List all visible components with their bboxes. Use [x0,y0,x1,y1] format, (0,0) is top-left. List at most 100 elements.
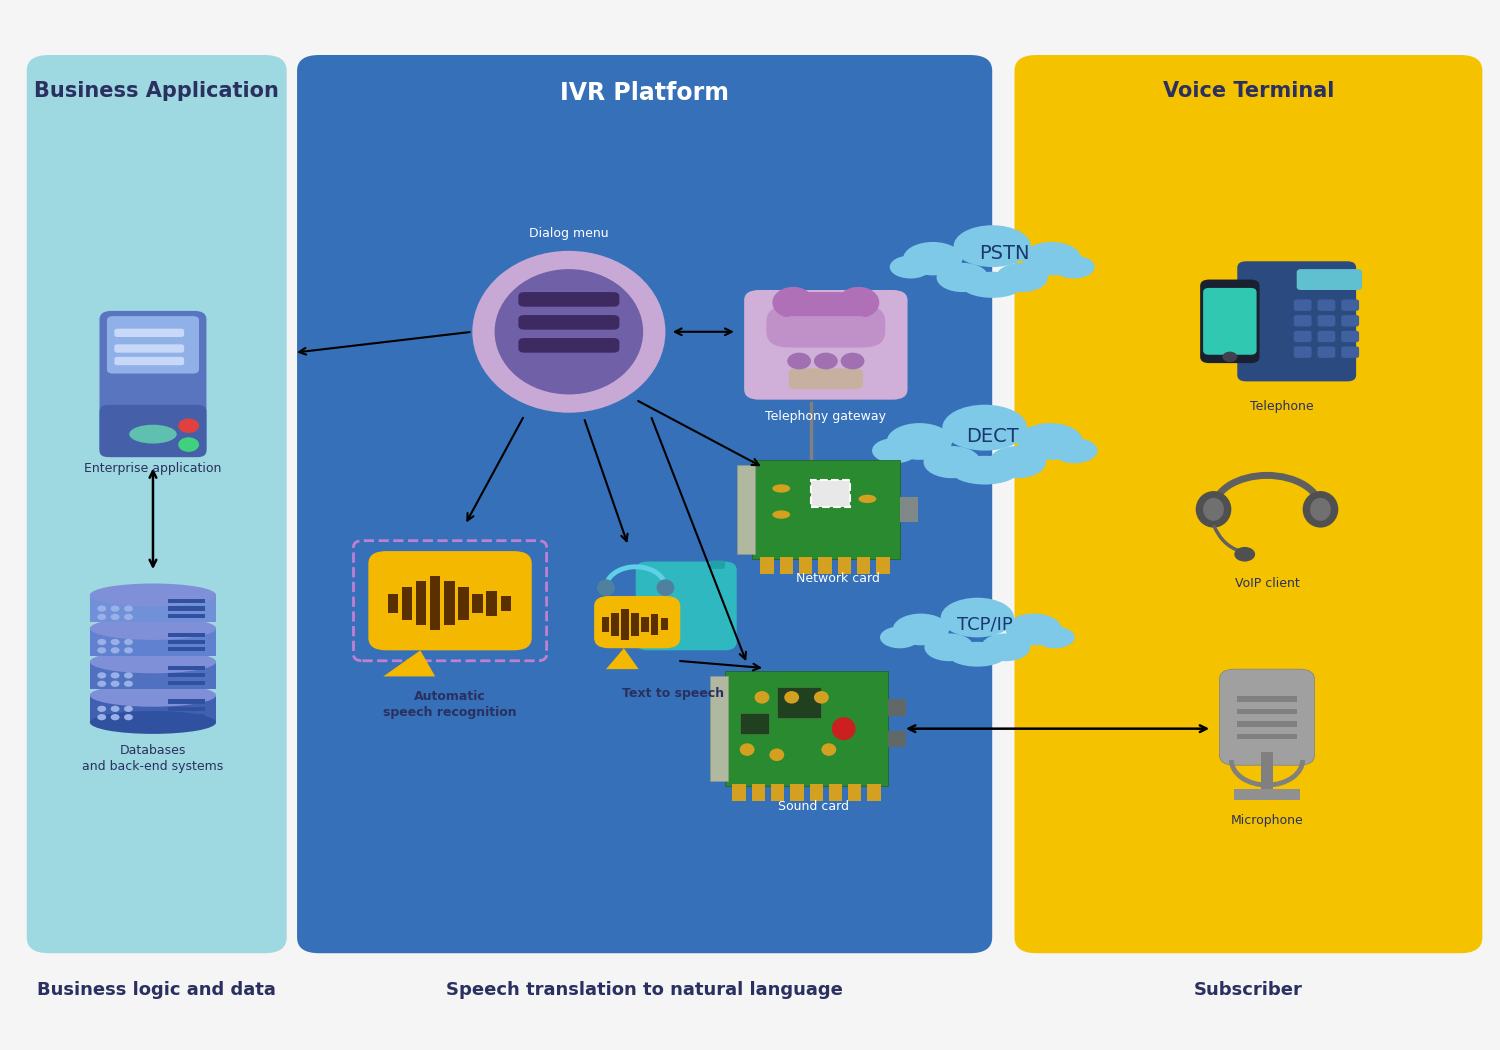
Ellipse shape [1310,498,1330,521]
Bar [819,556,833,573]
Bar [632,613,639,635]
FancyBboxPatch shape [114,344,184,353]
Bar [771,784,784,801]
Bar [168,632,206,636]
Bar [168,699,206,704]
Circle shape [98,614,106,621]
Bar [1262,752,1274,792]
Bar [876,556,890,573]
Ellipse shape [890,255,932,278]
Bar [402,587,412,621]
Bar [830,784,842,801]
FancyBboxPatch shape [106,316,200,374]
Ellipse shape [996,262,1048,292]
Bar [812,480,849,507]
Bar [856,556,870,573]
Text: DECT: DECT [966,426,1018,445]
Ellipse shape [772,510,790,519]
Bar [847,784,861,801]
Ellipse shape [772,484,790,492]
Ellipse shape [754,691,770,704]
Circle shape [98,680,106,687]
Text: Databases
and back-end systems: Databases and back-end systems [82,744,224,774]
Bar [168,680,206,685]
Ellipse shape [886,423,952,460]
Bar [168,607,206,611]
Polygon shape [606,648,639,669]
Ellipse shape [90,617,216,639]
Bar [612,613,620,635]
Bar [168,614,206,618]
Bar [90,662,216,689]
Bar [760,556,774,573]
Bar [486,591,496,616]
Text: Telephony gateway: Telephony gateway [765,411,886,423]
FancyBboxPatch shape [1317,315,1335,327]
Circle shape [124,706,134,712]
Circle shape [98,706,106,712]
Circle shape [98,672,106,678]
Bar [90,595,216,623]
Ellipse shape [837,287,879,318]
FancyBboxPatch shape [519,315,620,330]
Text: Dialog menu: Dialog menu [530,227,609,239]
Bar [1238,709,1296,714]
Bar [90,628,216,655]
Ellipse shape [822,743,836,756]
Ellipse shape [772,287,814,318]
FancyBboxPatch shape [1341,331,1359,342]
Ellipse shape [815,691,830,704]
Circle shape [815,353,837,370]
FancyBboxPatch shape [782,316,870,342]
Bar [867,784,880,801]
Ellipse shape [903,242,963,275]
Circle shape [98,714,106,720]
Text: IVR Platform: IVR Platform [560,81,729,105]
Bar [888,699,906,716]
Bar [777,687,822,718]
Ellipse shape [988,446,1046,478]
Circle shape [124,647,134,653]
Bar [387,594,398,613]
Ellipse shape [880,627,920,648]
Ellipse shape [90,584,216,607]
Bar [732,784,746,801]
Ellipse shape [962,272,1023,298]
Bar [501,595,512,611]
FancyBboxPatch shape [1293,315,1311,327]
Bar [790,784,804,801]
Circle shape [111,672,120,678]
FancyBboxPatch shape [1341,315,1359,327]
Ellipse shape [472,251,666,413]
Circle shape [111,638,120,645]
Circle shape [840,353,864,370]
FancyBboxPatch shape [27,55,286,953]
Text: TCP/IP: TCP/IP [957,615,1012,633]
Circle shape [111,706,120,712]
Circle shape [788,353,812,370]
FancyBboxPatch shape [1317,299,1335,311]
Ellipse shape [936,262,988,292]
Ellipse shape [495,269,644,395]
Circle shape [98,638,106,645]
Ellipse shape [951,456,1018,484]
FancyBboxPatch shape [1220,669,1314,765]
FancyBboxPatch shape [794,292,858,321]
Ellipse shape [129,425,177,443]
FancyBboxPatch shape [1293,331,1311,342]
Text: Text to speech: Text to speech [622,687,724,700]
FancyBboxPatch shape [1341,346,1359,358]
Bar [888,731,906,748]
Ellipse shape [981,633,1030,662]
Bar [621,609,628,639]
FancyBboxPatch shape [99,405,207,457]
Bar [1238,696,1296,701]
FancyBboxPatch shape [1014,55,1482,953]
Circle shape [124,672,134,678]
Bar [168,600,206,604]
Bar [640,617,648,631]
FancyBboxPatch shape [1200,279,1260,363]
Bar [168,707,206,711]
Circle shape [178,437,200,451]
FancyBboxPatch shape [114,329,184,337]
